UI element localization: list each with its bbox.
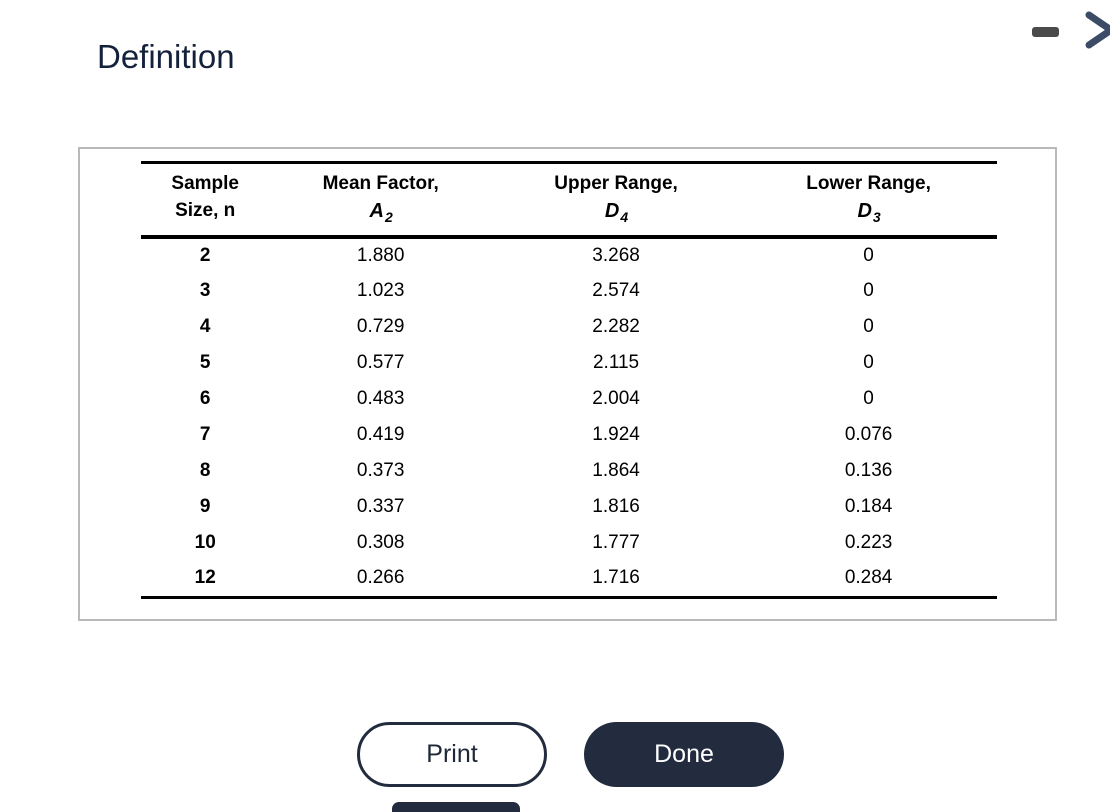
column-header: Mean Factor, A2 [269,163,492,238]
sample-size-cell: 3 [199,280,211,301]
factor-value-cell: 1.716 [592,567,640,589]
column-header-line1: Sample [171,173,239,194]
factor-value-cell: 1.924 [592,424,640,445]
column-header-line2: D4 [492,197,740,226]
factor-value-cell: 0 [863,352,874,373]
factor-subscript: 2 [384,209,393,225]
column-header: Upper Range, D4 [492,163,740,238]
sample-size-cell: 9 [199,496,211,517]
factor-value-cell: 3.268 [592,245,640,266]
factor-subscript: 3 [872,209,881,225]
factor-value-cell: 0 [863,245,874,266]
table-row: 4 0.729 2.282 0 [141,309,997,345]
column-header: Lower Range, D3 [740,163,997,238]
factor-value-cell: 1.864 [592,460,640,481]
sample-size-cell: 8 [199,460,211,481]
factor-value-cell: 0.577 [356,352,405,373]
factor-value-cell: 0.373 [356,460,405,481]
chevron-right-icon[interactable] [1082,10,1110,50]
factor-value-cell: 1.777 [592,532,640,553]
factor-symbol: A [369,200,384,222]
sample-size-cell: 10 [194,532,216,553]
factor-value-cell: 2.004 [592,388,640,409]
factor-value-cell: 0.136 [844,460,893,481]
factor-value-cell: 0.223 [844,532,893,553]
factor-value-cell: 2.574 [592,280,640,301]
column-header-line2: D3 [740,197,997,226]
factor-value-cell: 0 [863,316,874,337]
column-header-line1: Upper Range, [554,173,678,194]
factor-value-cell: 0.184 [844,496,893,517]
partially-visible-element [392,802,520,812]
table-header-row: Sample Size, n Mean Factor, A2 Upper Range, D… [141,162,997,238]
factor-value-cell: 0.483 [356,388,405,409]
minimize-icon[interactable] [1032,27,1059,37]
column-header-line2: A2 [269,197,492,226]
definition-panel: Sample Size, n Mean Factor, A2 Upper Range, D… [78,147,1057,621]
sample-size-cell: 7 [199,424,211,445]
sample-size-cell: 5 [199,352,211,373]
factor-value-cell: 1.816 [592,496,640,517]
table-row: 6 0.483 2.004 0 [141,381,997,417]
sample-size-cell: 2 [199,245,211,266]
factor-value-cell: 0.729 [356,316,405,337]
sample-size-cell: 12 [194,567,216,589]
factor-value-cell: 0 [863,388,874,409]
column-header-line1: Mean Factor, [322,173,439,194]
print-button[interactable]: Print [357,722,547,787]
factor-symbol: D [604,200,620,222]
factor-value-cell: 1.023 [356,280,405,301]
page-title: Definition [97,38,235,75]
table-row: 3 1.023 2.574 0 [141,273,997,309]
factor-value-cell: 0.308 [356,532,405,553]
column-header-line2: Size, n [175,200,236,221]
factor-value-cell: 0.266 [356,567,405,589]
table-row: 2 1.880 3.268 0 [141,237,997,273]
column-header: Sample Size, n [141,163,269,238]
sample-size-cell: 6 [199,388,211,409]
column-header-line1: Lower Range, [806,173,931,194]
table-row: 7 0.419 1.924 0.076 [141,417,997,453]
done-button[interactable]: Done [584,722,784,787]
factor-value-cell: 0.337 [356,496,405,517]
factor-value-cell: 0.076 [844,424,893,445]
table-row: 10 0.308 1.777 0.223 [141,525,997,561]
factor-value-cell: 0.284 [844,567,893,589]
factor-value-cell: 0 [863,280,874,301]
table-row: 12 0.266 1.716 0.284 [141,561,997,597]
factor-value-cell: 2.115 [592,352,640,373]
table-row: 8 0.373 1.864 0.136 [141,453,997,489]
factor-value-cell: 0.419 [356,424,405,445]
factor-subscript: 4 [620,209,629,225]
factor-value-cell: 2.282 [592,316,640,337]
factor-symbol: D [857,200,872,222]
table-body: 2 1.880 3.268 0 3 1.023 2.574 0 4 0.729 2.282 0 5 0.5… [141,237,997,597]
table-row: 5 0.577 2.115 0 [141,345,997,381]
sample-size-cell: 4 [199,316,211,337]
factor-value-cell: 1.880 [356,245,405,266]
factors-table: Sample Size, n Mean Factor, A2 Upper Range, D… [141,161,997,599]
table-row: 9 0.337 1.816 0.184 [141,489,997,525]
chevron-right-glyph [1085,11,1110,49]
